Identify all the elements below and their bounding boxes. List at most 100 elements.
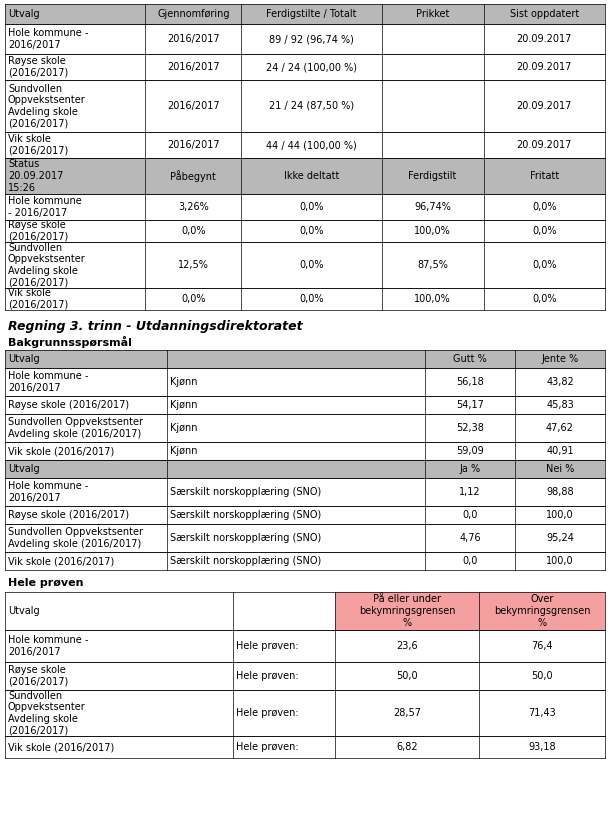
Text: Sundvollen Oppvekstsenter
Avdeling skole (2016/2017): Sundvollen Oppvekstsenter Avdeling skole… <box>8 527 143 549</box>
Text: Sist oppdatert: Sist oppdatert <box>510 9 579 19</box>
Text: Gutt %: Gutt % <box>453 354 487 364</box>
Text: 96,74%: 96,74% <box>414 202 451 212</box>
Text: Gjennomføring: Gjennomføring <box>157 9 229 19</box>
Text: 40,91: 40,91 <box>546 446 574 456</box>
Bar <box>5 288 605 310</box>
Text: Røyse skole (2016/2017): Røyse skole (2016/2017) <box>8 400 129 410</box>
Text: Kjønn: Kjønn <box>170 446 198 456</box>
Text: 0,0%: 0,0% <box>532 260 556 270</box>
Text: Hele prøven:: Hele prøven: <box>236 641 299 651</box>
Bar <box>5 80 605 132</box>
Text: Sundvollen
Oppvekstsenter
Avdeling skole
(2016/2017): Sundvollen Oppvekstsenter Avdeling skole… <box>8 690 86 736</box>
Text: 3,26%: 3,26% <box>178 202 209 212</box>
Text: 89 / 92 (96,74 %): 89 / 92 (96,74 %) <box>269 34 354 44</box>
Bar <box>5 736 605 758</box>
Text: Ikke deltatt: Ikke deltatt <box>284 171 339 181</box>
Text: 2016/2017: 2016/2017 <box>167 140 220 150</box>
Text: 50,0: 50,0 <box>396 671 418 681</box>
Bar <box>5 460 605 478</box>
Text: Kjønn: Kjønn <box>170 423 198 433</box>
Text: 100,0: 100,0 <box>546 556 574 566</box>
Text: Røyse skole
(2016/2017): Røyse skole (2016/2017) <box>8 665 68 687</box>
Text: 98,88: 98,88 <box>546 487 574 497</box>
Bar <box>5 396 605 414</box>
Text: 2016/2017: 2016/2017 <box>167 62 220 72</box>
Text: 0,0%: 0,0% <box>532 202 556 212</box>
Text: 20.09.2017: 20.09.2017 <box>517 62 572 72</box>
Text: 0,0%: 0,0% <box>299 294 324 304</box>
Text: 23,6: 23,6 <box>396 641 418 651</box>
Text: 100,0%: 100,0% <box>414 226 451 236</box>
Text: Hole kommune
- 2016/2017: Hole kommune - 2016/2017 <box>8 196 82 218</box>
Text: 59,09: 59,09 <box>456 446 484 456</box>
Text: 100,0: 100,0 <box>546 510 574 520</box>
Text: 20.09.2017: 20.09.2017 <box>517 34 572 44</box>
Text: Vik skole
(2016/2017): Vik skole (2016/2017) <box>8 134 68 156</box>
Text: 0,0: 0,0 <box>462 510 478 520</box>
Text: Hele prøven: Hele prøven <box>8 578 84 588</box>
Text: 24 / 24 (100,00 %): 24 / 24 (100,00 %) <box>266 62 357 72</box>
Text: Fritatt: Fritatt <box>529 171 559 181</box>
Text: 95,24: 95,24 <box>546 533 574 543</box>
Text: 76,4: 76,4 <box>531 641 553 651</box>
Text: Røyse skole
(2016/2017): Røyse skole (2016/2017) <box>8 56 68 78</box>
Text: Nei %: Nei % <box>546 464 574 474</box>
Text: Særskilt norskopplæring (SNO): Særskilt norskopplæring (SNO) <box>170 510 321 520</box>
Text: Vik skole (2016/2017): Vik skole (2016/2017) <box>8 446 114 456</box>
Text: Hole kommune -
2016/2017: Hole kommune - 2016/2017 <box>8 29 88 50</box>
Text: 0,0%: 0,0% <box>299 226 324 236</box>
Bar <box>5 132 605 158</box>
Bar <box>5 54 605 80</box>
Text: 0,0%: 0,0% <box>532 294 556 304</box>
Text: Særskilt norskopplæring (SNO): Særskilt norskopplæring (SNO) <box>170 487 321 497</box>
Text: Røyse skole (2016/2017): Røyse skole (2016/2017) <box>8 510 129 520</box>
Text: 44 / 44 (100,00 %): 44 / 44 (100,00 %) <box>266 140 357 150</box>
Text: 20.09.2017: 20.09.2017 <box>517 101 572 111</box>
Bar <box>5 414 605 442</box>
Text: 43,82: 43,82 <box>546 377 574 387</box>
Text: Vik skole
(2016/2017): Vik skole (2016/2017) <box>8 289 68 310</box>
Bar <box>5 524 605 552</box>
Text: Utvalg: Utvalg <box>8 464 40 474</box>
Text: Ferdigstilt: Ferdigstilt <box>409 171 457 181</box>
Text: Sundvollen Oppvekstsenter
Avdeling skole (2016/2017): Sundvollen Oppvekstsenter Avdeling skole… <box>8 417 143 439</box>
Text: 54,17: 54,17 <box>456 400 484 410</box>
Text: 0,0%: 0,0% <box>299 202 324 212</box>
Text: Vik skole (2016/2017): Vik skole (2016/2017) <box>8 556 114 566</box>
Bar <box>5 220 605 242</box>
Text: Regning 3. trinn - Utdanningsdirektoratet: Regning 3. trinn - Utdanningsdirektorate… <box>8 320 303 333</box>
Text: Hole kommune -
2016/2017: Hole kommune - 2016/2017 <box>8 371 88 393</box>
Bar <box>479 592 605 630</box>
Text: 0,0%: 0,0% <box>532 226 556 236</box>
Text: 4,76: 4,76 <box>459 533 481 543</box>
Text: Påbegynt: Påbegynt <box>170 170 216 182</box>
Text: Røyse skole
(2016/2017): Røyse skole (2016/2017) <box>8 220 68 242</box>
Text: Hole kommune -
2016/2017: Hole kommune - 2016/2017 <box>8 635 88 657</box>
Text: 47,62: 47,62 <box>546 423 574 433</box>
Text: Særskilt norskopplæring (SNO): Særskilt norskopplæring (SNO) <box>170 556 321 566</box>
Text: 87,5%: 87,5% <box>417 260 448 270</box>
Text: 52,38: 52,38 <box>456 423 484 433</box>
Bar <box>233 592 335 630</box>
Text: 2016/2017: 2016/2017 <box>167 101 220 111</box>
Text: 0,0%: 0,0% <box>181 226 206 236</box>
Text: På eller under
bekymringsgrensen
%: På eller under bekymringsgrensen % <box>359 594 455 628</box>
Text: Hole kommune -
2016/2017: Hole kommune - 2016/2017 <box>8 482 88 503</box>
Bar <box>5 158 605 194</box>
Text: 2016/2017: 2016/2017 <box>167 34 220 44</box>
Text: Kjønn: Kjønn <box>170 400 198 410</box>
Text: 100,0%: 100,0% <box>414 294 451 304</box>
Bar <box>5 242 605 288</box>
Text: Jente %: Jente % <box>542 354 579 364</box>
Text: 71,43: 71,43 <box>528 708 556 718</box>
Bar <box>5 442 605 460</box>
Bar <box>5 662 605 690</box>
Text: 28,57: 28,57 <box>393 708 421 718</box>
Text: Hele prøven:: Hele prøven: <box>236 742 299 752</box>
Text: 0,0: 0,0 <box>462 556 478 566</box>
Bar <box>5 592 233 630</box>
Text: Sundvollen
Oppvekstsenter
Avdeling skole
(2016/2017): Sundvollen Oppvekstsenter Avdeling skole… <box>8 242 86 288</box>
Bar <box>335 592 479 630</box>
Text: 50,0: 50,0 <box>531 671 553 681</box>
Text: 12,5%: 12,5% <box>178 260 209 270</box>
